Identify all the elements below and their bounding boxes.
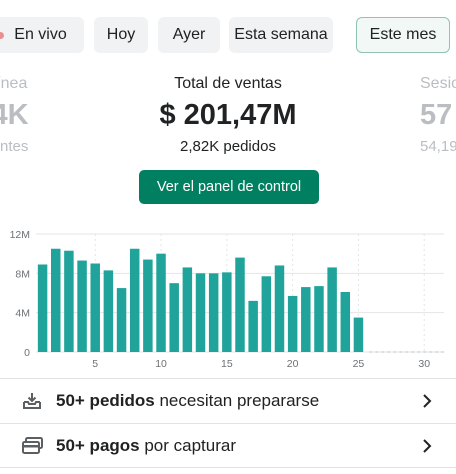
total-sales-label: Total de ventas bbox=[174, 75, 282, 92]
payments-count-bold: 50+ pagos bbox=[56, 436, 140, 455]
bar-day-24 bbox=[340, 292, 351, 352]
bar-day-25 bbox=[353, 317, 364, 352]
orders-count-bold: 50+ pedidos bbox=[56, 391, 155, 410]
bar-day-17 bbox=[248, 300, 258, 352]
bar-day-16 bbox=[235, 257, 245, 352]
bar-day-9 bbox=[143, 259, 153, 352]
metric-sessions[interactable]: Sesio 57 54,19 bbox=[420, 75, 456, 155]
bar-day-14 bbox=[208, 273, 219, 352]
bar-day-15 bbox=[222, 272, 232, 352]
tab-live[interactable]: En vivo bbox=[0, 17, 84, 53]
total-sales-value: $ 201,47M bbox=[159, 99, 297, 131]
y-tick-label: 12M bbox=[10, 229, 30, 241]
orders-count: 2,82K pedidos bbox=[180, 138, 276, 155]
bar-day-4 bbox=[77, 260, 87, 352]
credit-cards-icon bbox=[22, 436, 44, 461]
bar-day-12 bbox=[182, 267, 193, 352]
bar-day-11 bbox=[169, 283, 179, 352]
bar-day-10 bbox=[156, 253, 166, 352]
orders-to-fulfill-text: 50+ pedidos necesitan prepararse bbox=[56, 391, 319, 411]
metric-sessions-label: Sesio bbox=[420, 75, 456, 92]
tab-today-label: Hoy bbox=[106, 26, 136, 43]
y-tick-label: 8M bbox=[15, 268, 30, 280]
bottom-divider bbox=[0, 467, 456, 468]
tab-this-week-label: Esta semana bbox=[234, 26, 328, 43]
metric-total-sales[interactable]: Total de ventas $ 201,47M 2,82K pedidos bbox=[128, 75, 328, 155]
bar-day-13 bbox=[195, 273, 206, 352]
payments-rest-text: por capturar bbox=[139, 436, 237, 455]
bar-day-2 bbox=[51, 248, 61, 352]
orders-to-fulfill-row[interactable]: 50+ pedidos necesitan prepararse bbox=[0, 378, 456, 422]
live-dot-icon bbox=[0, 31, 5, 39]
bar-day-18 bbox=[261, 276, 272, 352]
y-tick-label: 0 bbox=[24, 347, 30, 359]
bar-day-19 bbox=[274, 265, 285, 352]
metric-online[interactable]: línea 4K antes bbox=[0, 75, 50, 155]
metric-sessions-value: 57 bbox=[420, 99, 453, 131]
date-range-tabs: En vivo Hoy Ayer Esta semana Este mes bbox=[0, 17, 456, 53]
x-tick-label: 30 bbox=[418, 358, 430, 370]
x-tick-label: 15 bbox=[221, 358, 233, 370]
y-tick-label: 4M bbox=[15, 308, 30, 320]
bar-day-20 bbox=[287, 295, 298, 352]
tab-today[interactable]: Hoy bbox=[94, 17, 148, 53]
tab-yesterday[interactable]: Ayer bbox=[158, 17, 220, 53]
bar-day-1 bbox=[37, 264, 48, 352]
x-tick-label: 20 bbox=[287, 358, 299, 370]
tab-this-month-label: Este mes bbox=[369, 26, 437, 43]
tab-this-week[interactable]: Esta semana bbox=[229, 17, 333, 53]
bar-day-23 bbox=[327, 267, 337, 352]
tab-live-label: En vivo bbox=[14, 26, 67, 43]
x-tick-label: 25 bbox=[353, 358, 365, 370]
bar-day-8 bbox=[129, 248, 140, 352]
metric-online-value: 4K bbox=[0, 99, 29, 131]
sales-bar-chart: 0 4M 8M 12M 5 10 15 20 25 30 bbox=[10, 229, 444, 370]
bar-day-5 bbox=[90, 263, 100, 352]
bar-day-7 bbox=[116, 288, 127, 352]
tab-this-month[interactable]: Este mes bbox=[356, 17, 450, 53]
bar-day-6 bbox=[103, 270, 114, 352]
bar-day-21 bbox=[301, 287, 311, 352]
view-dashboard-button[interactable]: Ver el panel de control bbox=[139, 170, 319, 204]
bar-day-3 bbox=[64, 250, 74, 352]
chevron-right-icon bbox=[422, 438, 432, 459]
metric-online-sub: antes bbox=[0, 138, 29, 155]
metric-sessions-sub: 54,19 bbox=[420, 138, 456, 155]
bar-day-22 bbox=[314, 286, 324, 352]
payments-to-capture-row[interactable]: 50+ pagos por capturar bbox=[0, 423, 456, 467]
x-tick-label: 5 bbox=[92, 358, 98, 370]
orders-rest-text: necesitan prepararse bbox=[154, 391, 320, 410]
download-box-icon bbox=[22, 391, 42, 416]
x-tick-label: 10 bbox=[155, 358, 167, 370]
chevron-right-icon bbox=[422, 393, 432, 414]
payments-to-capture-text: 50+ pagos por capturar bbox=[56, 436, 236, 456]
metric-online-label: línea bbox=[0, 75, 28, 92]
tab-yesterday-label: Ayer bbox=[172, 26, 206, 43]
